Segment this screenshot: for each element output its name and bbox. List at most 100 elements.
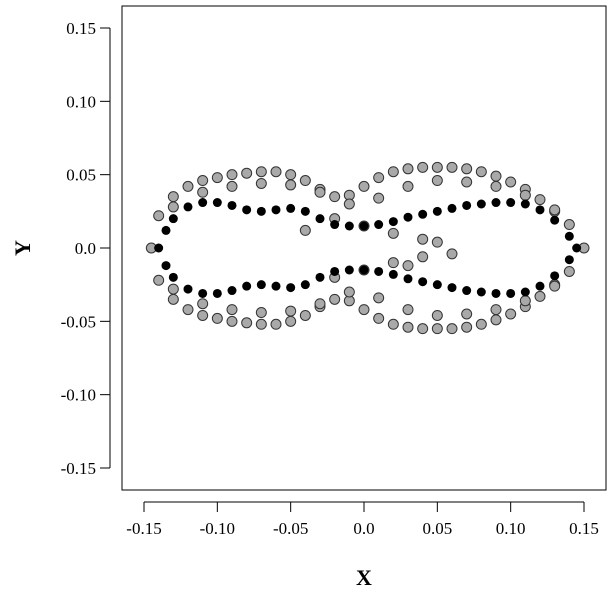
data-point bbox=[387, 227, 399, 239]
data-point bbox=[329, 191, 341, 203]
data-point bbox=[572, 243, 582, 253]
data-point bbox=[550, 215, 560, 225]
y-tick-label: -0.15 bbox=[61, 459, 96, 478]
data-point bbox=[299, 224, 311, 236]
data-point bbox=[417, 161, 429, 173]
data-point bbox=[255, 177, 267, 189]
y-axis-title: Y bbox=[10, 240, 35, 256]
data-point bbox=[242, 205, 252, 215]
data-point bbox=[285, 305, 297, 317]
data-point bbox=[535, 205, 545, 215]
data-point bbox=[491, 288, 501, 298]
data-point bbox=[373, 292, 385, 304]
x-tick-label: 0.05 bbox=[422, 519, 452, 538]
data-point bbox=[256, 280, 266, 290]
data-point bbox=[403, 274, 413, 284]
data-point bbox=[490, 314, 502, 326]
data-point bbox=[153, 274, 165, 286]
data-point bbox=[374, 220, 384, 230]
data-point bbox=[461, 176, 473, 188]
data-point bbox=[550, 271, 560, 281]
data-point bbox=[226, 315, 238, 327]
data-point bbox=[564, 255, 574, 265]
data-point bbox=[431, 309, 443, 321]
data-point bbox=[314, 298, 326, 310]
data-point bbox=[534, 290, 546, 302]
data-point bbox=[359, 265, 369, 275]
data-point bbox=[154, 243, 164, 253]
data-point bbox=[255, 318, 267, 330]
data-point bbox=[520, 199, 530, 209]
data-point bbox=[161, 225, 171, 235]
data-point bbox=[343, 198, 355, 210]
data-point bbox=[505, 308, 517, 320]
data-point bbox=[300, 206, 310, 216]
data-point bbox=[431, 236, 443, 248]
data-point bbox=[167, 201, 179, 213]
data-points bbox=[145, 161, 590, 335]
data-point bbox=[167, 293, 179, 305]
data-point bbox=[198, 198, 208, 208]
data-point bbox=[182, 180, 194, 192]
data-point bbox=[475, 166, 487, 178]
data-point bbox=[534, 194, 546, 206]
data-point bbox=[490, 170, 502, 182]
data-point bbox=[563, 265, 575, 277]
data-point bbox=[447, 283, 457, 293]
data-point bbox=[373, 172, 385, 184]
y-tick-label: 0.15 bbox=[66, 19, 96, 38]
data-point bbox=[226, 169, 238, 181]
data-point bbox=[373, 312, 385, 324]
data-point bbox=[183, 284, 193, 294]
data-point bbox=[431, 323, 443, 335]
data-point bbox=[446, 161, 458, 173]
data-point bbox=[161, 261, 171, 271]
data-point bbox=[285, 179, 297, 191]
data-point bbox=[286, 203, 296, 213]
data-point bbox=[255, 307, 267, 319]
data-point bbox=[197, 186, 209, 198]
data-point bbox=[563, 219, 575, 231]
data-point bbox=[446, 323, 458, 335]
data-point bbox=[549, 280, 561, 292]
data-point bbox=[168, 272, 178, 282]
data-point bbox=[402, 321, 414, 333]
data-point bbox=[197, 175, 209, 187]
data-point bbox=[418, 209, 428, 219]
data-point bbox=[387, 318, 399, 330]
data-point bbox=[227, 200, 237, 210]
data-point bbox=[520, 287, 530, 297]
series-black-filled-circles bbox=[154, 198, 582, 298]
x-tick-label: -0.10 bbox=[200, 519, 235, 538]
data-point bbox=[344, 265, 354, 275]
data-point bbox=[388, 269, 398, 279]
data-point bbox=[285, 315, 297, 327]
data-point bbox=[330, 266, 340, 276]
data-point bbox=[506, 288, 516, 298]
data-point bbox=[226, 180, 238, 192]
data-point bbox=[211, 312, 223, 324]
data-point bbox=[461, 321, 473, 333]
data-point bbox=[167, 283, 179, 295]
data-point bbox=[256, 206, 266, 216]
x-tick-label: -0.15 bbox=[126, 519, 161, 538]
y-tick-label: -0.10 bbox=[61, 386, 96, 405]
data-point bbox=[315, 214, 325, 224]
data-point bbox=[431, 175, 443, 187]
data-point bbox=[564, 231, 574, 241]
data-point bbox=[198, 288, 208, 298]
data-point bbox=[388, 217, 398, 227]
data-point bbox=[343, 286, 355, 298]
x-axis: -0.15 -0.10 -0.05 0.0 0.05 0.10 0.15 bbox=[126, 501, 599, 538]
data-point bbox=[535, 281, 545, 291]
data-point bbox=[242, 281, 252, 291]
data-point bbox=[271, 205, 281, 215]
data-point bbox=[359, 221, 369, 231]
data-point bbox=[402, 304, 414, 316]
data-point bbox=[241, 167, 253, 179]
data-point bbox=[490, 180, 502, 192]
data-point bbox=[227, 286, 237, 296]
data-point bbox=[344, 221, 354, 231]
data-point bbox=[417, 233, 429, 245]
